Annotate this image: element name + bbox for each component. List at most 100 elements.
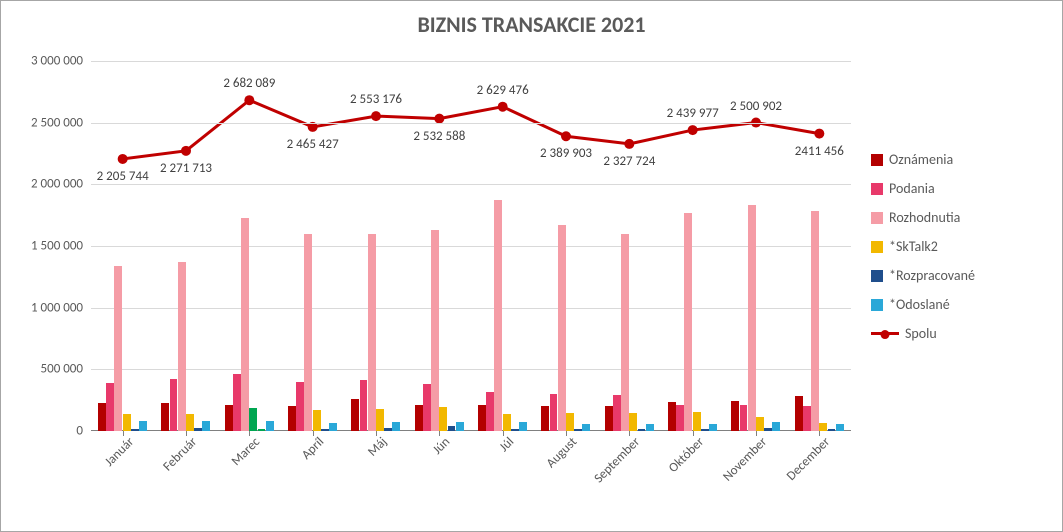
bar-podania bbox=[486, 392, 494, 431]
x-month-label: August bbox=[544, 435, 580, 471]
bar-sktalk2 bbox=[756, 417, 764, 431]
x-month-label: September bbox=[592, 435, 644, 487]
bar-podania bbox=[676, 405, 684, 431]
legend-item-rozhodnutia: Rozhodnutia bbox=[871, 209, 975, 226]
y-tick-label: 500 000 bbox=[41, 362, 83, 377]
spolu-marker bbox=[118, 154, 128, 164]
legend-label: Oznámenia bbox=[889, 151, 953, 168]
plot-area: 0500 0001 000 0001 500 0002 000 0002 500… bbox=[91, 61, 851, 431]
spolu-data-label: 2411 456 bbox=[795, 144, 844, 159]
bar-sktalk2 bbox=[819, 423, 827, 431]
bar-rozhodnutia bbox=[368, 234, 376, 431]
x-month-label: Január bbox=[102, 435, 137, 470]
spolu-data-label: 2 327 724 bbox=[603, 154, 655, 169]
spolu-data-label: 2 271 713 bbox=[160, 161, 212, 176]
grid-line bbox=[91, 246, 851, 247]
bar-sktalk2 bbox=[249, 408, 257, 431]
legend-label: Podania bbox=[889, 180, 935, 197]
bar-rozhodnutia bbox=[684, 213, 692, 431]
bar-odoslane bbox=[646, 424, 654, 431]
spolu-marker bbox=[561, 131, 571, 141]
chart-container: BIZNIS TRANSAKCIE 2021 0500 0001 000 000… bbox=[0, 0, 1063, 532]
bar-oznamenia bbox=[161, 403, 169, 431]
spolu-marker bbox=[181, 146, 191, 156]
bar-sktalk2 bbox=[566, 413, 574, 431]
spolu-marker bbox=[371, 111, 381, 121]
bar-rozhodnutia bbox=[178, 262, 186, 431]
x-month-label: Október bbox=[666, 435, 707, 476]
bar-rozhodnutia bbox=[241, 218, 249, 431]
bar-sktalk2 bbox=[693, 412, 701, 431]
bar-odoslane bbox=[709, 424, 717, 431]
bar-rozhodnutia bbox=[431, 230, 439, 431]
bar-oznamenia bbox=[478, 405, 486, 431]
spolu-data-label: 2 682 089 bbox=[223, 76, 275, 91]
bar-rozhodnutia bbox=[494, 200, 502, 431]
legend-swatch-oznamenia bbox=[871, 154, 883, 166]
x-month-label: November bbox=[720, 435, 770, 485]
x-month-label: Máj bbox=[365, 435, 390, 460]
bar-rozpracovane bbox=[511, 429, 519, 431]
bar-podania bbox=[740, 405, 748, 431]
bar-odoslane bbox=[772, 422, 780, 431]
bar-oznamenia bbox=[731, 401, 739, 431]
x-month-label: Marec bbox=[229, 435, 263, 469]
bar-sktalk2 bbox=[186, 414, 194, 431]
grid-line bbox=[91, 369, 851, 370]
x-month-label: Apríl bbox=[299, 435, 327, 463]
grid-line bbox=[91, 308, 851, 309]
bar-rozhodnutia bbox=[558, 225, 566, 431]
bar-rozpracovane bbox=[321, 429, 329, 431]
bar-sktalk2 bbox=[376, 409, 384, 431]
bar-odoslane bbox=[329, 423, 337, 431]
spolu-data-label: 2 629 476 bbox=[477, 83, 529, 98]
bar-oznamenia bbox=[351, 399, 359, 431]
bar-podania bbox=[360, 380, 368, 431]
bar-odoslane bbox=[519, 422, 527, 431]
grid-line bbox=[91, 61, 851, 62]
legend-swatch-podania bbox=[871, 183, 883, 195]
bar-podania bbox=[106, 383, 114, 431]
bar-odoslane bbox=[392, 422, 400, 431]
bar-rozpracovane bbox=[638, 429, 646, 431]
x-month-label: Júl bbox=[496, 435, 516, 455]
spolu-data-label: 2 500 902 bbox=[730, 99, 782, 114]
legend-item-spolu: Spolu bbox=[871, 325, 975, 342]
bar-odoslane bbox=[202, 421, 210, 431]
y-tick-label: 0 bbox=[76, 424, 83, 439]
x-tick-mark bbox=[123, 431, 124, 436]
spolu-marker bbox=[244, 95, 254, 105]
legend-item-podania: Podania bbox=[871, 180, 975, 197]
spolu-data-label: 2 205 744 bbox=[97, 169, 149, 184]
spolu-data-label: 2 389 903 bbox=[540, 146, 592, 161]
y-tick-label: 1 500 000 bbox=[31, 239, 83, 254]
bar-oznamenia bbox=[288, 406, 296, 431]
bar-podania bbox=[803, 406, 811, 431]
bar-rozhodnutia bbox=[114, 266, 122, 431]
legend-swatch-sktalk2 bbox=[871, 241, 883, 253]
spolu-data-label: 2 465 427 bbox=[287, 137, 339, 152]
bar-rozhodnutia bbox=[748, 205, 756, 431]
bar-oznamenia bbox=[415, 405, 423, 431]
bar-rozpracovane bbox=[194, 428, 202, 431]
bar-rozhodnutia bbox=[811, 211, 819, 431]
bar-oznamenia bbox=[225, 405, 233, 431]
bar-oznamenia bbox=[668, 402, 676, 431]
bar-oznamenia bbox=[98, 403, 106, 431]
grid-line bbox=[91, 184, 851, 185]
bar-podania bbox=[296, 382, 304, 431]
spolu-marker bbox=[814, 129, 824, 139]
x-tick-mark bbox=[693, 431, 694, 436]
grid-line bbox=[91, 123, 851, 124]
bar-rozpracovane bbox=[701, 429, 709, 431]
legend-marker-spolu bbox=[881, 330, 890, 339]
legend-swatch-rozhodnutia bbox=[871, 212, 883, 224]
bar-odoslane bbox=[836, 424, 844, 431]
bar-rozhodnutia bbox=[304, 234, 312, 431]
bar-rozpracovane bbox=[764, 428, 772, 431]
bar-oznamenia bbox=[795, 396, 803, 431]
bar-odoslane bbox=[139, 421, 147, 431]
bar-podania bbox=[613, 395, 621, 431]
legend-label: *SkTalk2 bbox=[889, 238, 938, 255]
legend-item-odoslane: *Odoslané bbox=[871, 296, 975, 313]
